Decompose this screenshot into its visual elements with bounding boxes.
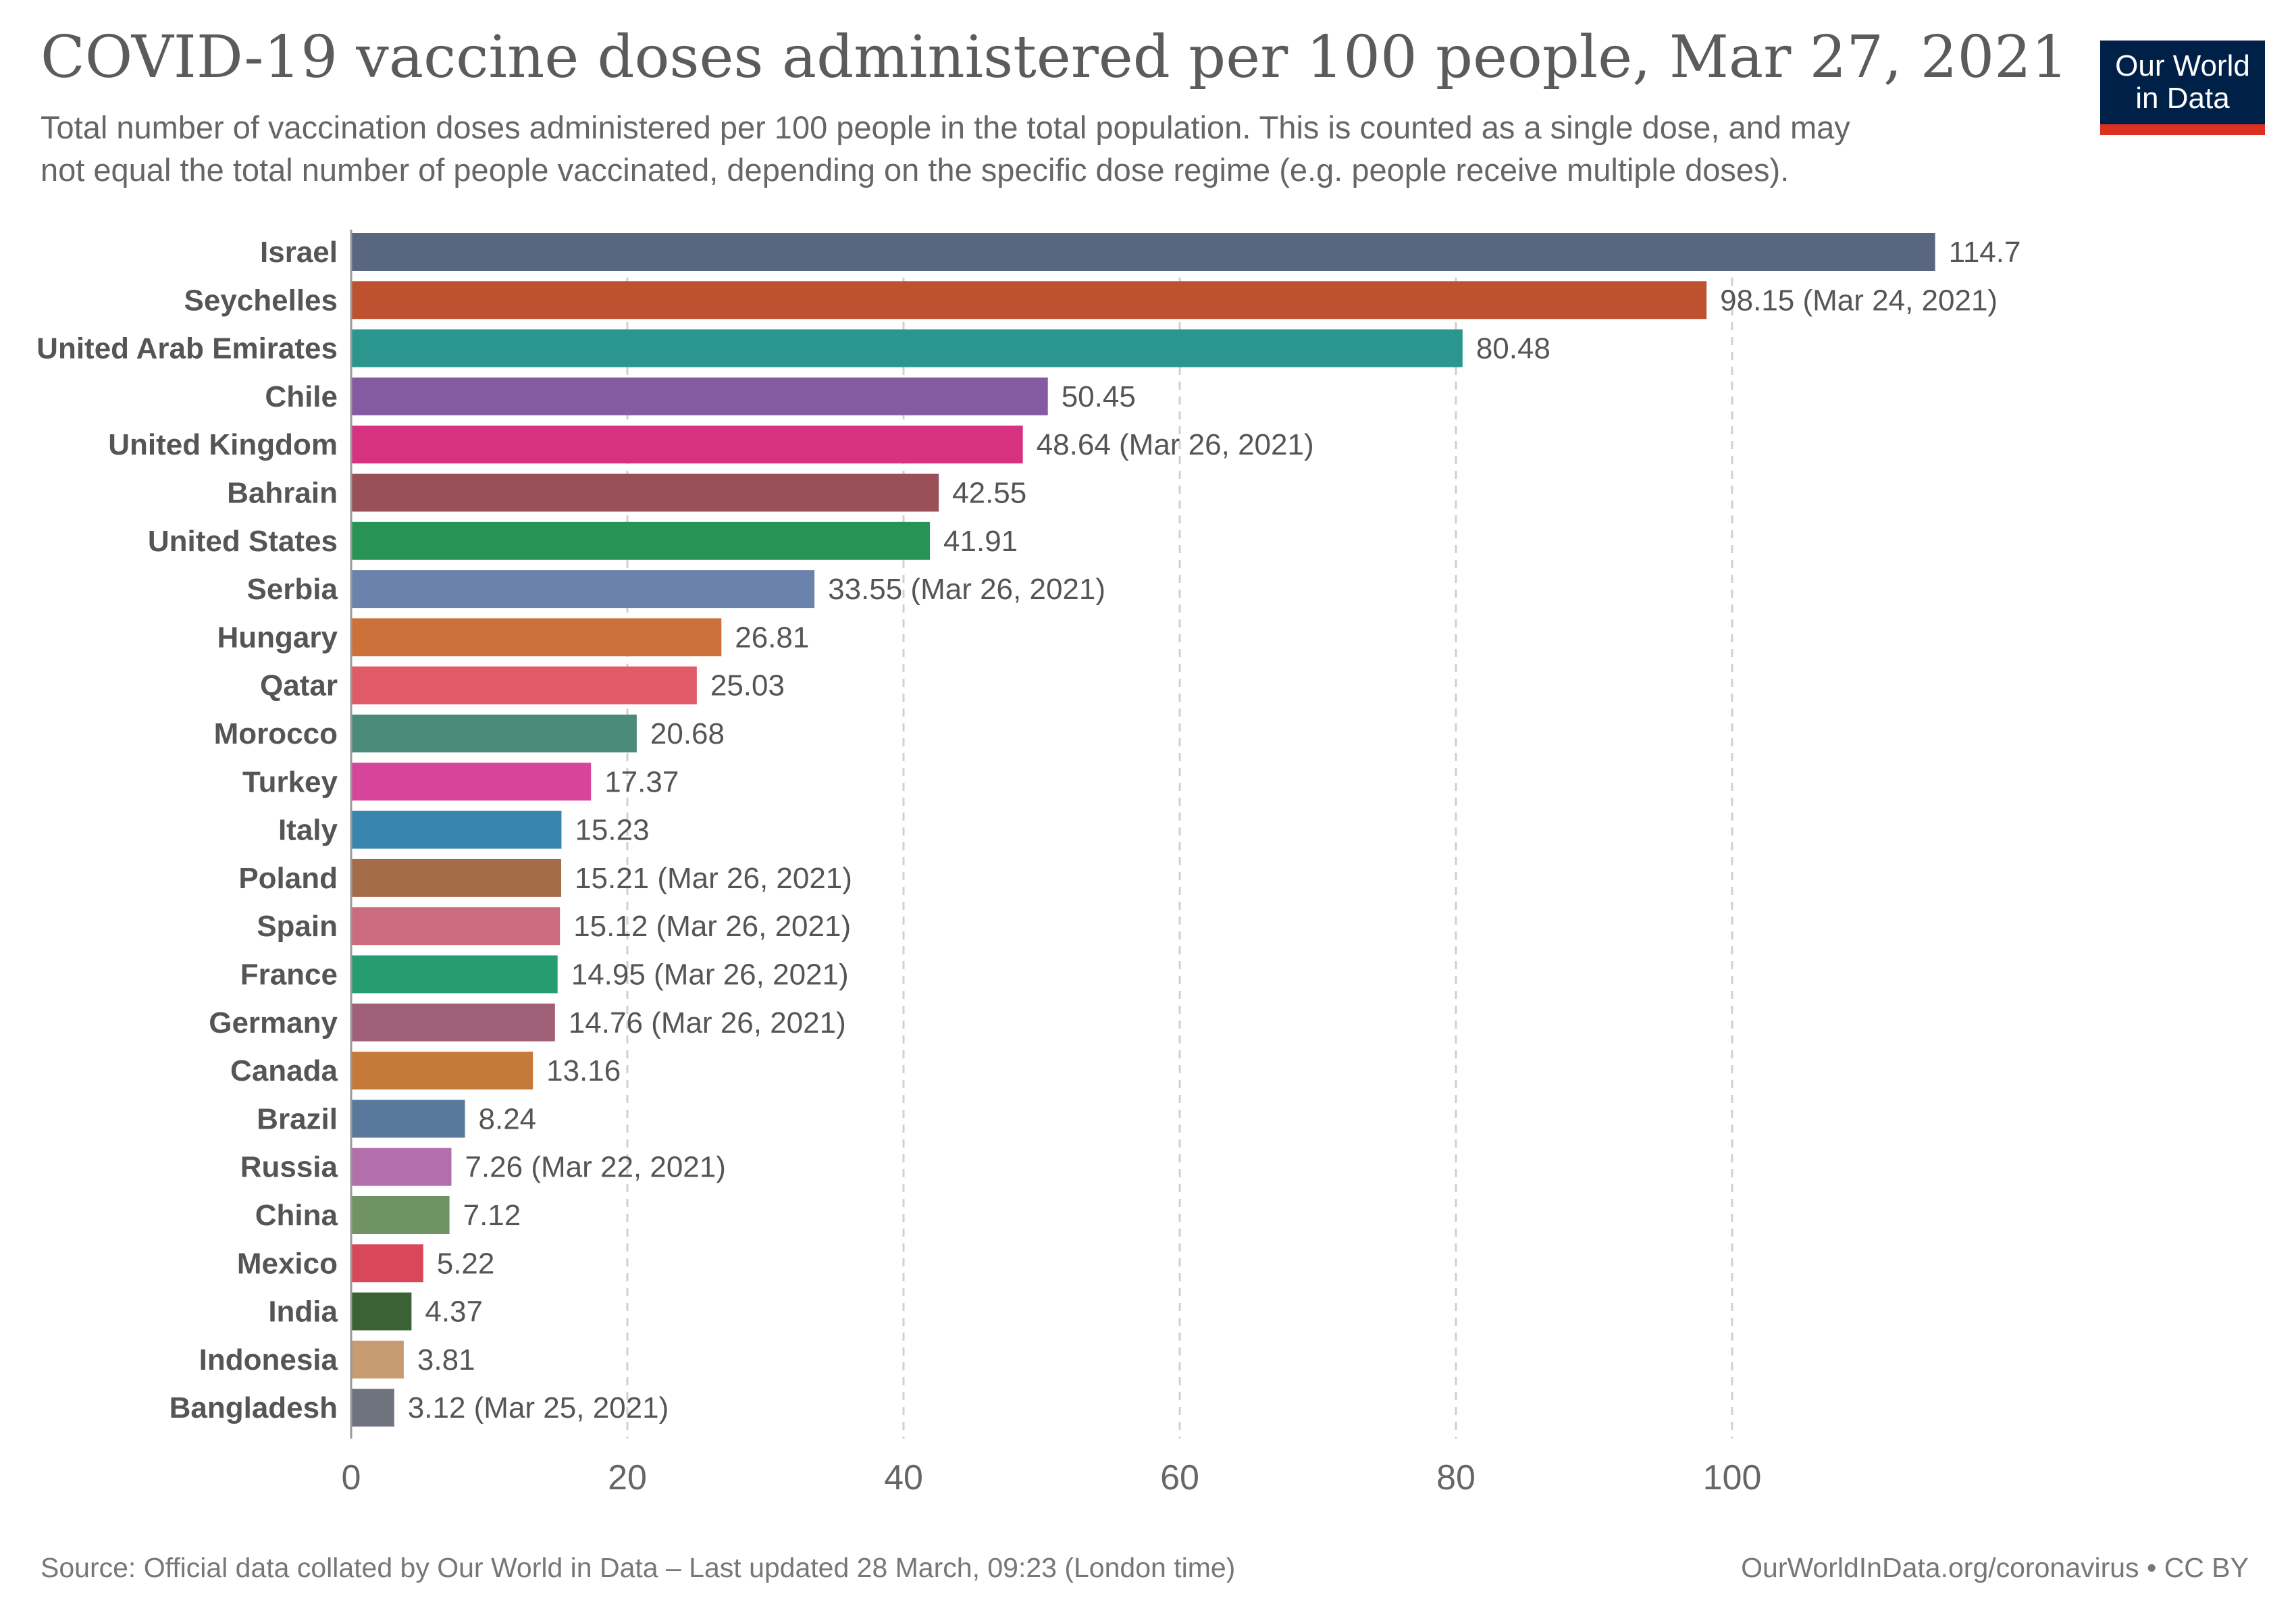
value-label-united-arab-emirates: 80.48 [1476,332,1550,365]
logo-text-line-1: Our World [2115,49,2250,83]
bar-bahrain [351,473,939,512]
category-label-china: China [255,1199,338,1232]
bar-russia [351,1148,452,1186]
value-label-indonesia: 3.81 [417,1343,475,1376]
bar-germany [351,1003,555,1041]
value-label-chile: 50.45 [1062,380,1136,413]
category-label-indonesia: Indonesia [199,1343,338,1376]
value-label-russia: 7.26 (Mar 22, 2021) [465,1151,725,1184]
bar-qatar [351,666,697,704]
bar-poland [351,858,562,897]
bars [351,233,1935,1427]
chart-subtitle: Total number of vaccination doses admini… [41,107,2066,191]
category-label-spain: Spain [257,910,338,943]
value-label-bahrain: 42.55 [952,477,1026,510]
value-label-bangladesh: 3.12 (Mar 25, 2021) [408,1391,669,1424]
category-label-france: France [240,958,338,992]
bar-morocco [351,715,637,752]
category-label-united-arab-emirates: United Arab Emirates [36,332,338,365]
category-label-seychelles: Seychelles [184,284,338,317]
x-tick-label-0: 0 [342,1458,361,1497]
logo-text-line-2: in Data [2135,82,2230,115]
bar-hungary [351,618,722,657]
category-label-qatar: Qatar [260,669,338,702]
category-label-poland: Poland [238,862,338,895]
subtitle-line-2: not equal the total number of people vac… [41,151,1790,188]
value-label-poland: 15.21 (Mar 26, 2021) [575,862,852,895]
value-label-seychelles: 98.15 (Mar 24, 2021) [1720,284,1998,317]
bar-canada [351,1052,533,1090]
value-label-mexico: 5.22 [437,1247,495,1280]
value-label-india: 4.37 [425,1295,483,1329]
bar-china [351,1196,450,1234]
category-label-mexico: Mexico [237,1247,338,1280]
bar-seychelles [351,281,1707,319]
category-label-india: India [268,1295,338,1329]
subtitle-line-1: Total number of vaccination doses admini… [41,109,1850,145]
owid-logo[interactable]: Our World in Data [2100,41,2265,135]
value-label-germany: 14.76 (Mar 26, 2021) [569,1006,846,1039]
x-tick-label-100: 100 [1703,1458,1762,1497]
bar-france [351,955,558,994]
x-tick-label-60: 60 [1160,1458,1199,1497]
category-label-united-states: United States [148,525,338,558]
labels: Israel 114.7 Seychelles 98.15 (Mar 24, 2021… [36,236,2020,1424]
value-label-china: 7.12 [463,1199,521,1232]
category-label-turkey: Turkey [242,765,338,798]
bar-serbia [351,570,815,609]
bar-united-kingdom [351,426,1023,464]
bar-india [351,1292,412,1331]
category-label-germany: Germany [209,1006,338,1039]
value-label-qatar: 25.03 [710,669,785,702]
bar-indonesia [351,1340,404,1379]
bar-turkey [351,763,592,801]
value-label-france: 14.95 (Mar 26, 2021) [571,958,849,992]
category-label-bahrain: Bahrain [227,477,338,510]
value-label-turkey: 17.37 [604,765,679,798]
source-note: Source: Official data collated by Our Wo… [41,1552,1236,1583]
category-label-united-kingdom: United Kingdom [108,428,338,461]
category-label-canada: Canada [230,1054,338,1087]
value-label-israel: 114.7 [1949,236,2021,269]
bar-spain [351,907,560,946]
value-label-united-kingdom: 48.64 (Mar 26, 2021) [1037,428,1314,461]
bar-chile [351,377,1048,415]
category-label-serbia: Serbia [246,573,338,606]
x-axis: 0 20 40 60 80 100 [342,230,1762,1497]
category-label-chile: Chile [265,380,338,413]
category-label-hungary: Hungary [217,621,338,654]
category-label-israel: Israel [260,236,338,269]
bar-united-states [351,521,931,560]
category-label-russia: Russia [240,1151,338,1184]
value-label-serbia: 33.55 (Mar 26, 2021) [828,573,1105,606]
bar-italy [351,810,562,849]
bar-brazil [351,1100,465,1138]
value-label-spain: 15.12 (Mar 26, 2021) [573,910,851,943]
bar-bangladesh [351,1389,394,1427]
value-label-united-states: 41.91 [943,525,1018,558]
credit-link[interactable]: OurWorldInData.org/coronavirus • CC BY [1741,1552,2249,1583]
x-tick-label-20: 20 [608,1458,647,1497]
category-label-italy: Italy [278,814,338,847]
bar-united-arab-emirates [351,329,1463,367]
x-tick-label-40: 40 [884,1458,923,1497]
value-label-hungary: 26.81 [735,621,809,654]
category-label-morocco: Morocco [214,717,338,750]
x-tick-label-80: 80 [1436,1458,1476,1497]
value-label-canada: 13.16 [546,1054,621,1087]
value-label-morocco: 20.68 [650,717,725,750]
value-label-brazil: 8.24 [479,1102,537,1135]
bar-mexico [351,1244,423,1283]
category-label-brazil: Brazil [257,1102,338,1135]
chart-title: COVID-19 vaccine doses administered per … [41,24,2068,91]
value-label-italy: 15.23 [575,814,649,847]
bar-israel [351,233,1935,271]
category-label-bangladesh: Bangladesh [169,1391,338,1424]
